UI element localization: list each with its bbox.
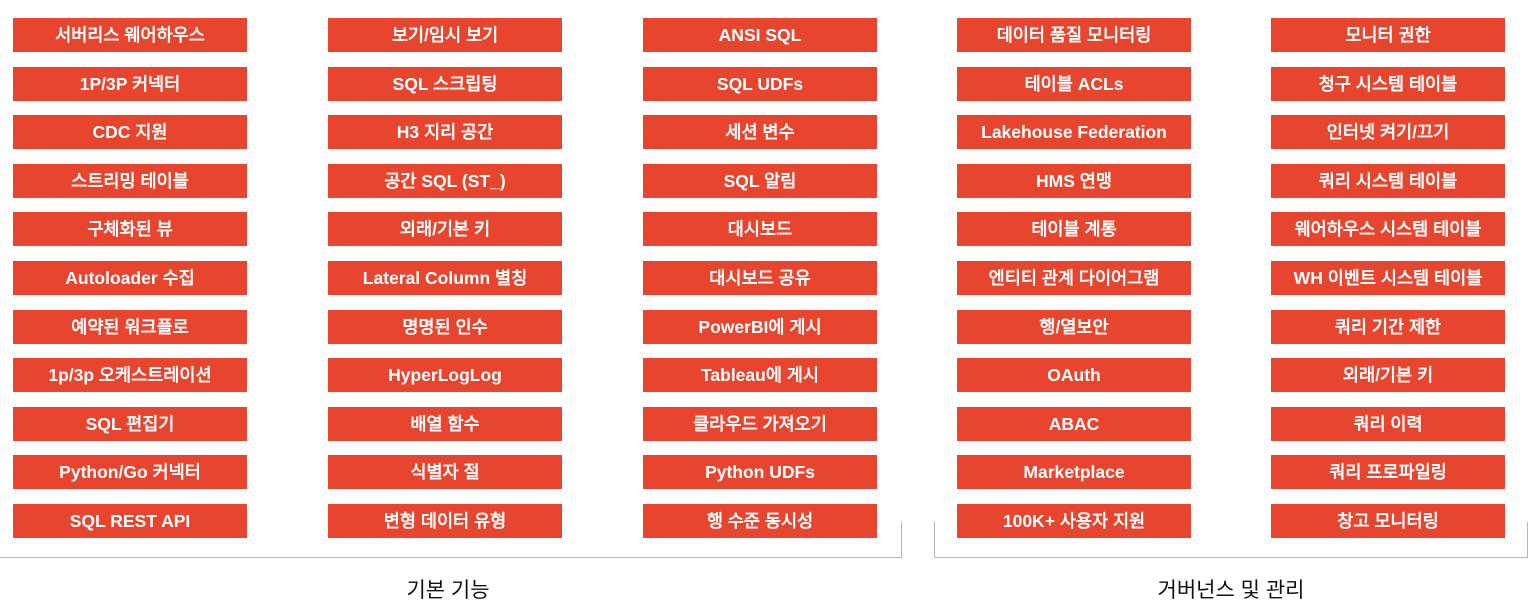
governance-group-bracket (934, 522, 1528, 558)
feature-tile: 식별자 절 (328, 455, 562, 489)
feature-tile: 창고 모니터링 (1271, 504, 1505, 538)
feature-tile: 1p/3p 오케스트레이션 (13, 358, 247, 392)
feature-tile: Marketplace (957, 455, 1191, 489)
feature-tile: 행 수준 동시성 (643, 504, 877, 538)
feature-tile: 명명된 인수 (328, 310, 562, 344)
feature-tile: Python/Go 커넥터 (13, 455, 247, 489)
feature-tile: 서버리스 웨어하우스 (13, 18, 247, 52)
feature-tile: Lateral Column 별칭 (328, 261, 562, 295)
feature-tile: PowerBI에 게시 (643, 310, 877, 344)
feature-tile: SQL UDFs (643, 67, 877, 101)
feature-tile: 클라우드 가져오기 (643, 407, 877, 441)
feature-tile: 스트리밍 테이블 (13, 164, 247, 198)
feature-tile: OAuth (957, 358, 1191, 392)
feature-tile: H3 지리 공간 (328, 115, 562, 149)
feature-tile: SQL 알림 (643, 164, 877, 198)
feature-tile: 예약된 워크플로 (13, 310, 247, 344)
feature-tile: HyperLogLog (328, 358, 562, 392)
feature-grid: 서버리스 웨어하우스 1P/3P 커넥터 CDC 지원 스트리밍 테이블 구체화… (0, 18, 1540, 542)
feature-tile: 쿼리 이력 (1271, 407, 1505, 441)
feature-tile: 100K+ 사용자 지원 (957, 504, 1191, 538)
basic-group-label: 기본 기능 (406, 579, 490, 602)
feature-tile: SQL 편집기 (13, 407, 247, 441)
feature-tile: ABAC (957, 407, 1191, 441)
feature-tile: 변형 데이터 유형 (328, 504, 562, 538)
feature-tile: 쿼리 프로파일링 (1271, 455, 1505, 489)
feature-tile: 쿼리 기간 제한 (1271, 310, 1505, 344)
feature-tile: HMS 연맹 (957, 164, 1191, 198)
feature-tile: 외래/기본 키 (328, 212, 562, 246)
feature-tile: SQL REST API (13, 504, 247, 538)
feature-tile: SQL 스크립팅 (328, 67, 562, 101)
feature-tile: 1P/3P 커넥터 (13, 67, 247, 101)
basic-group-bracket (0, 522, 902, 558)
feature-tile: CDC 지원 (13, 115, 247, 149)
feature-tile: 쿼리 시스템 테이블 (1271, 164, 1505, 198)
feature-tile: Autoloader 수집 (13, 261, 247, 295)
feature-tile: 배열 함수 (328, 407, 562, 441)
feature-tile: 공간 SQL (ST_) (328, 164, 562, 198)
feature-tile: 테이블 계통 (957, 212, 1191, 246)
feature-tile: Tableau에 게시 (643, 358, 877, 392)
feature-tile: Python UDFs (643, 455, 877, 489)
governance-group-label: 거버넌스 및 관리 (1157, 579, 1305, 602)
feature-tile: 대시보드 (643, 212, 877, 246)
feature-tile: 외래/기본 키 (1271, 358, 1505, 392)
feature-tile: 청구 시스템 테이블 (1271, 67, 1505, 101)
feature-tile: ANSI SQL (643, 18, 877, 52)
feature-tile: 인터넷 켜기/끄기 (1271, 115, 1505, 149)
feature-tile: 세션 변수 (643, 115, 877, 149)
feature-tile: 엔티티 관계 다이어그램 (957, 261, 1191, 295)
feature-tile: 보기/임시 보기 (328, 18, 562, 52)
feature-tile: Lakehouse Federation (957, 115, 1191, 149)
feature-tile: 모니터 권한 (1271, 18, 1505, 52)
feature-tile: 구체화된 뷰 (13, 212, 247, 246)
feature-tile: WH 이벤트 시스템 테이블 (1271, 261, 1505, 295)
feature-tile: 행/열보안 (957, 310, 1191, 344)
feature-tile: 데이터 품질 모니터링 (957, 18, 1191, 52)
feature-tile: 대시보드 공유 (643, 261, 877, 295)
feature-tile: 웨어하우스 시스템 테이블 (1271, 212, 1505, 246)
feature-tile: 테이블 ACLs (957, 67, 1191, 101)
